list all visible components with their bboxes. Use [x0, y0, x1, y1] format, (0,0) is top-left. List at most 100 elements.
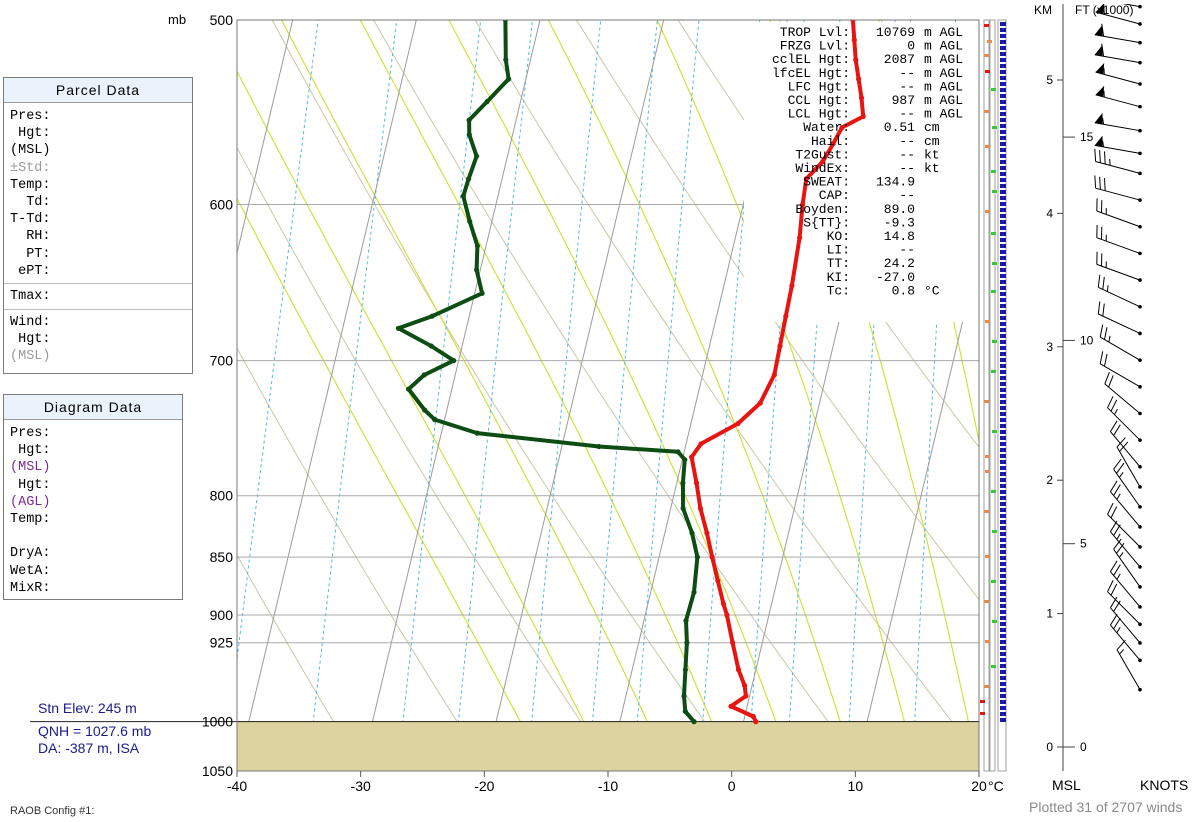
wind-barb-feather — [1097, 301, 1101, 315]
temperature-point — [803, 176, 809, 182]
index-value: -- — [899, 79, 915, 94]
wind-barb-feather — [1102, 303, 1105, 317]
km-axis-label: KM — [1034, 3, 1052, 17]
dewpoint-point — [682, 457, 688, 463]
mixing-ratio-line — [845, 20, 896, 771]
indices-table: TROP Lvl: 10769 m AGL FRZG Lvl: 0 m AGL cclEL … — [772, 25, 963, 298]
wind-level-marker — [1000, 112, 1006, 116]
pressure-tick-label: 600 — [210, 197, 234, 213]
wind-level-marker — [1000, 148, 1006, 152]
temperature-point — [742, 683, 748, 689]
wind-level-marker — [1000, 700, 1006, 704]
wind-barb-feather — [1104, 372, 1110, 385]
index-unit: m AGL — [924, 66, 963, 81]
wind-level-marker — [1000, 46, 1006, 50]
wind-barb-station — [1138, 438, 1142, 442]
dewpoint-point — [474, 243, 480, 249]
wind-barb-station — [1138, 4, 1142, 9]
wind-level-marker — [1000, 256, 1006, 260]
wind-barb-feather — [1104, 327, 1108, 340]
wind-barb-staff — [1110, 431, 1141, 468]
km-tick-label: 2 — [1046, 473, 1053, 487]
diagram-field-row: Temp: — [10, 512, 51, 527]
temperature-point — [730, 640, 736, 646]
wind-barb-staff — [1116, 649, 1141, 690]
temperature-point — [771, 372, 777, 378]
wind-barb-station — [1138, 304, 1142, 309]
wind-level-marker — [1000, 322, 1006, 326]
temperature-point — [728, 703, 734, 709]
dewpoint-point — [474, 267, 480, 273]
ft-tick-label: 10 — [1080, 333, 1094, 347]
wind-barb-pennant — [1095, 4, 1105, 15]
level-marker — [985, 470, 990, 473]
wind-level-marker — [1000, 58, 1006, 62]
wind-level-marker — [1000, 652, 1006, 656]
wind-barb-feather — [1116, 437, 1126, 448]
wind-level-marker — [1000, 526, 1006, 530]
wind-barb-half-feather — [1108, 335, 1111, 343]
index-label: S{TT}: — [803, 215, 850, 230]
level-marker — [985, 455, 990, 458]
temperature-point — [853, 57, 859, 63]
wind-barb-staff — [1110, 531, 1141, 568]
wind-level-marker — [1000, 694, 1006, 698]
wind-level-marker — [1000, 118, 1006, 122]
level-marker — [984, 510, 989, 513]
diagram-field-row: (MSL) — [10, 460, 51, 476]
thermo-grid — [237, 20, 979, 771]
index-value: 2087 — [884, 52, 915, 67]
wind-level-marker — [1000, 220, 1006, 224]
wind-level-marker — [1000, 418, 1006, 422]
wind-barb-feather — [1113, 617, 1121, 630]
dry-adiabat — [575, 20, 979, 601]
wind-barb-staff — [1099, 363, 1141, 388]
level-marker — [992, 530, 997, 533]
parcel-field-row: Pres: — [10, 109, 51, 124]
mixing-ratio-line — [632, 20, 700, 771]
wind-level-marker — [1000, 298, 1006, 302]
index-label: T2Gust: — [795, 147, 850, 162]
knots-label: KNOTS — [1140, 777, 1188, 793]
wind-barb-feather — [1110, 583, 1118, 596]
level-marker — [991, 370, 996, 373]
temperature-point — [693, 480, 700, 486]
pressure-tick-label: 700 — [210, 353, 234, 369]
wind-level-marker — [1000, 106, 1006, 110]
level-marker — [980, 700, 985, 703]
dewpoint-point — [474, 153, 480, 159]
pressure-tick-label: 900 — [210, 607, 234, 623]
diagram-field-row: WetA: — [10, 563, 51, 579]
km-tick-label: 1 — [1046, 607, 1053, 621]
wind-barb-station — [1138, 224, 1142, 229]
level-marker — [984, 110, 989, 113]
wind-barb-feather — [1099, 176, 1101, 190]
wind-level-marker — [1000, 538, 1006, 542]
wind-barb-pennant — [1095, 85, 1105, 97]
parcel-wind-field-row: Wind: — [10, 315, 51, 330]
wind-barb-station — [1138, 128, 1142, 133]
index-label: cclEL Hgt: — [772, 52, 850, 67]
wind-barb-station — [1138, 40, 1142, 45]
wind-barb-feather — [1109, 560, 1118, 572]
wind-barb-pennant — [1094, 112, 1103, 125]
temperature-point — [743, 693, 749, 699]
temperature-tick-label: 0 — [728, 778, 736, 794]
dry-adiabat — [271, 20, 741, 771]
parcel-field-row: Td: — [10, 195, 51, 210]
station-density-altitude: DA: -387 m, ISA — [38, 740, 140, 756]
wind-barb-feather — [1113, 538, 1122, 550]
index-unit: kt — [924, 147, 940, 162]
dewpoint-point — [484, 99, 490, 105]
isotherm — [237, 20, 294, 256]
temperature-point — [753, 719, 759, 725]
temperature-point — [839, 124, 845, 131]
wind-level-marker — [1000, 568, 1006, 572]
index-label: LFC Hgt: — [788, 79, 850, 94]
wind-level-marker — [1000, 718, 1006, 722]
temperature-point — [709, 554, 715, 560]
dewpoint-point — [466, 117, 472, 123]
temperature-tick-label: 20 — [971, 778, 987, 794]
wind-level-marker — [1000, 430, 1006, 434]
